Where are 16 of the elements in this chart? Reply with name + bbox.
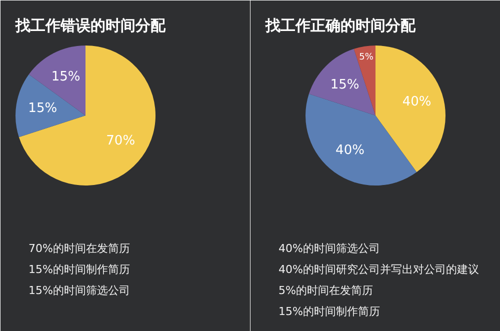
text: 15%的时间制作简历 — [278, 305, 380, 318]
data-label: 15% — [28, 101, 58, 116]
chart-title: 找工作错误的时间分配 — [14, 16, 166, 34]
text: 40%的时间筛选公司 — [278, 242, 380, 255]
chart-title: 找工作正确的时间分配 — [264, 16, 416, 34]
data-label: 70% — [106, 134, 136, 149]
data-label: 40% — [336, 143, 364, 158]
text: 40%的时间研究公司并写出对公司的建议 — [278, 263, 479, 276]
text: 15%的时间制作简历 — [28, 263, 130, 276]
text: 5%的时间在发简历 — [278, 284, 373, 297]
data-label: 15% — [330, 77, 360, 92]
data-label: 5% — [359, 52, 374, 62]
data-label: 15% — [51, 69, 80, 84]
text: 70%的时间在发简历 — [28, 242, 130, 255]
text: 15%的时间筛选公司 — [28, 284, 130, 297]
data-label: 40% — [402, 94, 432, 110]
